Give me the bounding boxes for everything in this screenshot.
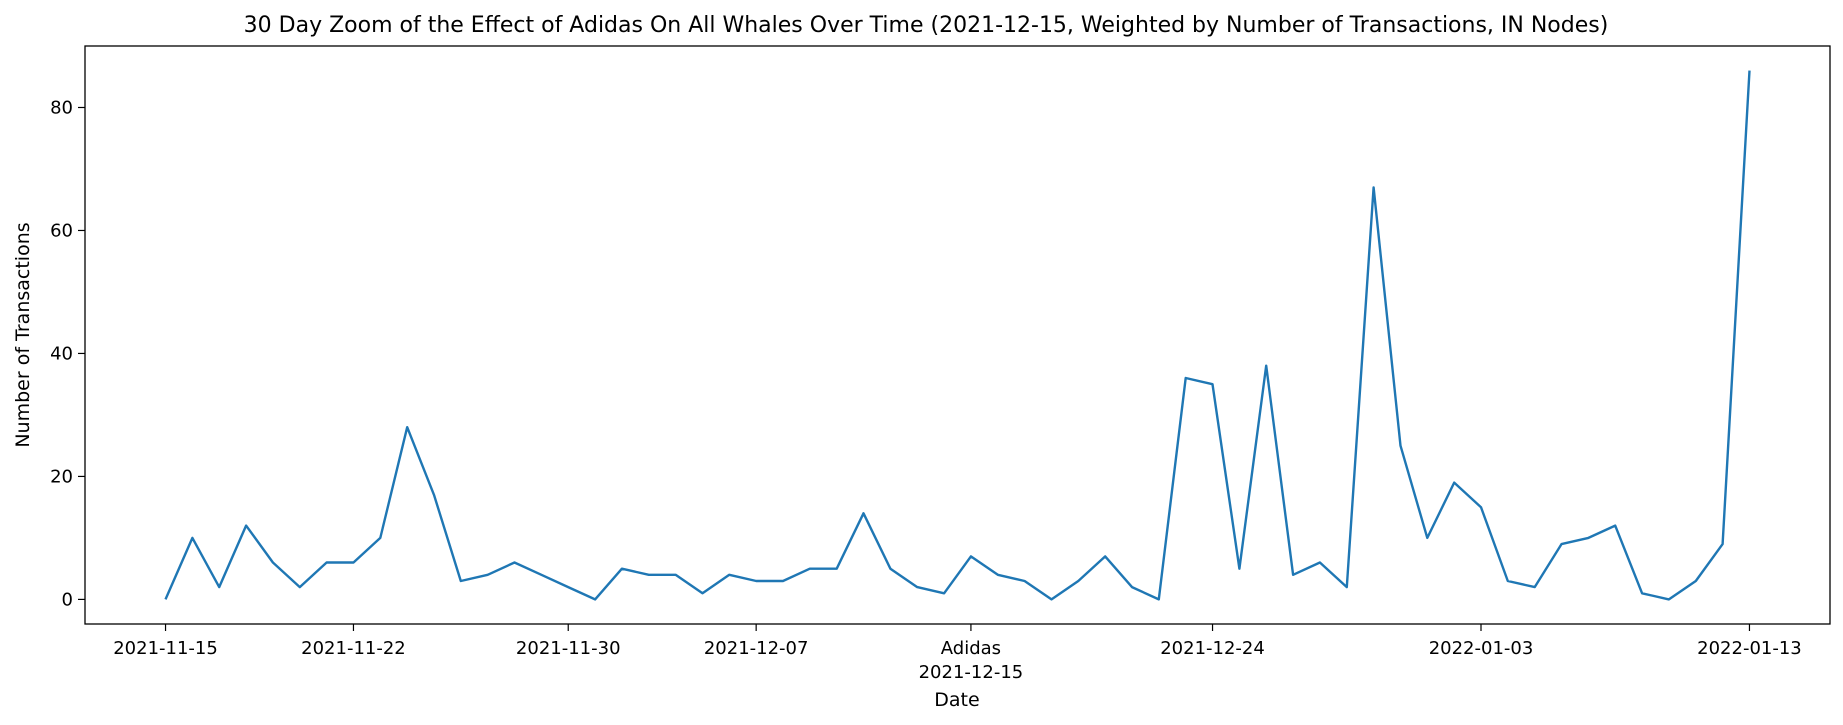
data-point-35 bbox=[1103, 554, 1107, 558]
data-point-36 bbox=[1130, 585, 1134, 589]
series-line bbox=[164, 70, 1751, 601]
data-point-7 bbox=[352, 561, 356, 565]
data-point-33 bbox=[1050, 597, 1054, 601]
x-axis-ticks: 2021-11-15 2021-11-22 2021-11-30 2021-12-07… bbox=[113, 624, 1802, 683]
data-point-21 bbox=[727, 573, 731, 577]
data-point-42 bbox=[1291, 573, 1295, 577]
data-point-32 bbox=[1023, 579, 1027, 583]
data-point-28 bbox=[915, 585, 919, 589]
data-point-53 bbox=[1586, 536, 1590, 540]
chart-title: 30 Day Zoom of the Effect of Adidas On A… bbox=[244, 13, 1609, 38]
data-point-59 bbox=[1748, 69, 1752, 73]
data-point-0 bbox=[164, 597, 168, 601]
x-tick-label-7: 2022-01-13 bbox=[1697, 638, 1802, 659]
data-point-25 bbox=[835, 567, 839, 571]
data-point-46 bbox=[1399, 444, 1403, 448]
x-tick-label-4: 2021-12-15 bbox=[919, 662, 1024, 683]
data-point-16 bbox=[593, 597, 597, 601]
y-tick-label-0: 0 bbox=[62, 589, 73, 610]
data-point-23 bbox=[781, 579, 785, 583]
data-point-4 bbox=[271, 561, 275, 565]
x-tick-label-6: 2022-01-03 bbox=[1429, 638, 1534, 659]
data-point-38 bbox=[1184, 376, 1188, 380]
data-point-29 bbox=[942, 591, 946, 595]
data-point-8 bbox=[378, 536, 382, 540]
data-point-44 bbox=[1345, 585, 1349, 589]
data-point-12 bbox=[486, 573, 490, 577]
data-point-50 bbox=[1506, 579, 1510, 583]
data-point-13 bbox=[513, 561, 517, 565]
data-point-40 bbox=[1237, 567, 1241, 571]
data-point-18 bbox=[647, 573, 651, 577]
data-point-41 bbox=[1264, 364, 1268, 368]
data-point-34 bbox=[1076, 579, 1080, 583]
data-point-11 bbox=[459, 579, 463, 583]
data-point-3 bbox=[244, 524, 248, 528]
x-tick-label-1: 2021-11-22 bbox=[301, 638, 406, 659]
y-tick-label-4: 80 bbox=[50, 97, 73, 118]
plot-area-frame bbox=[84, 45, 1831, 625]
data-point-37 bbox=[1157, 597, 1161, 601]
data-point-30 bbox=[969, 554, 973, 558]
data-point-26 bbox=[862, 511, 866, 515]
data-point-6 bbox=[325, 561, 329, 565]
data-point-22 bbox=[754, 579, 758, 583]
y-tick-label-1: 20 bbox=[50, 466, 73, 487]
data-point-39 bbox=[1211, 382, 1215, 386]
data-point-31 bbox=[996, 573, 1000, 577]
data-point-57 bbox=[1694, 579, 1698, 583]
data-point-45 bbox=[1372, 185, 1376, 189]
data-point-2 bbox=[217, 585, 221, 589]
data-point-24 bbox=[808, 567, 812, 571]
data-point-47 bbox=[1425, 536, 1429, 540]
data-point-5 bbox=[298, 585, 302, 589]
data-point-20 bbox=[701, 591, 705, 595]
data-point-17 bbox=[620, 567, 624, 571]
data-point-15 bbox=[566, 585, 570, 589]
data-points bbox=[164, 69, 1752, 602]
x-axis-label: Date bbox=[934, 689, 979, 711]
y-tick-label-3: 60 bbox=[50, 220, 73, 241]
data-point-58 bbox=[1721, 542, 1725, 546]
y-axis-ticks: 0 20 40 60 80 bbox=[50, 97, 85, 610]
data-point-10 bbox=[432, 493, 436, 497]
x-tick-label-2: 2021-11-30 bbox=[516, 638, 621, 659]
data-point-56 bbox=[1667, 597, 1671, 601]
data-point-43 bbox=[1318, 561, 1322, 565]
data-point-51 bbox=[1533, 585, 1537, 589]
data-point-49 bbox=[1479, 505, 1483, 509]
y-axis-label: Number of Transactions bbox=[12, 222, 34, 447]
data-point-48 bbox=[1452, 481, 1456, 485]
x-tick-label-0: 2021-11-15 bbox=[113, 638, 218, 659]
data-point-9 bbox=[405, 425, 409, 429]
x-tick-label-3: 2021-12-07 bbox=[704, 638, 809, 659]
x-tick-label-5: 2021-12-24 bbox=[1160, 638, 1265, 659]
y-tick-label-2: 40 bbox=[50, 343, 73, 364]
data-point-1 bbox=[190, 536, 194, 540]
data-point-52 bbox=[1560, 542, 1564, 546]
data-point-55 bbox=[1640, 591, 1644, 595]
data-point-14 bbox=[539, 573, 543, 577]
data-point-19 bbox=[674, 573, 678, 577]
data-point-27 bbox=[888, 567, 892, 571]
event-annotation-label: Adidas bbox=[941, 638, 1001, 659]
data-point-54 bbox=[1613, 524, 1617, 528]
